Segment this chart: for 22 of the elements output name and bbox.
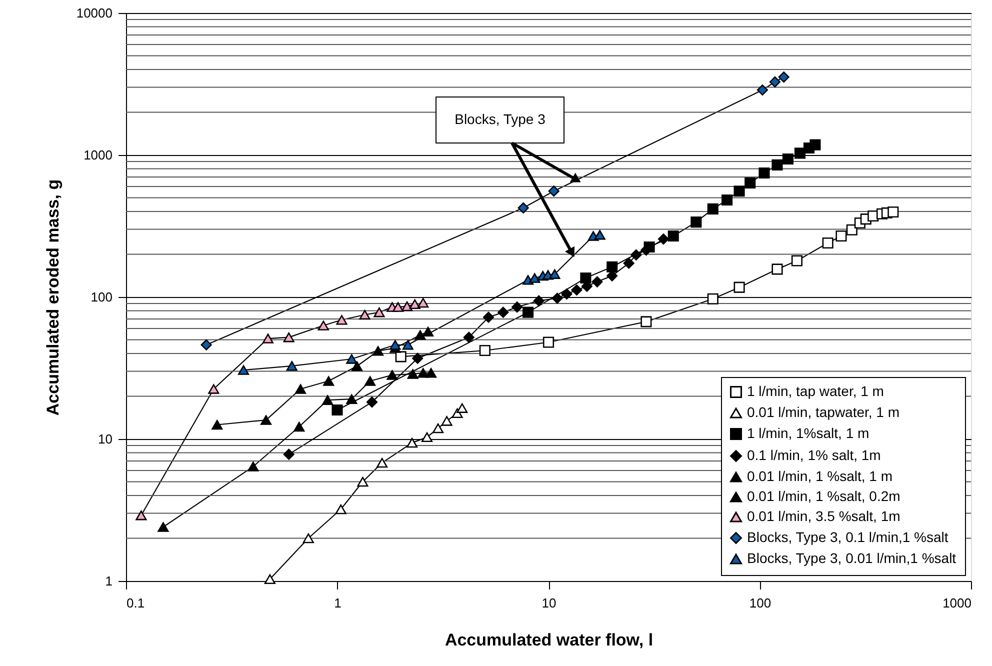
legend-label: 0.01 l/min, 1 %salt, 1 m <box>747 468 893 484</box>
y-axis-title: Accumulated eroded mass, g <box>43 179 62 416</box>
legend-label: Blocks, Type 3, 0.01 l/min,1 %salt <box>747 550 956 566</box>
x-tick-label: 0.1 <box>126 596 145 610</box>
legend-label: 0.01 l/min, tapwater, 1 m <box>747 404 900 420</box>
x-tick-label: 1 <box>334 596 342 610</box>
annotation: Blocks, Type 3 <box>454 111 546 127</box>
legend-label: 1 l/min, tap water, 1 m <box>747 383 884 399</box>
y-tick-label: 10 <box>98 432 112 446</box>
y-tick-label: 100 <box>90 290 112 304</box>
y-tick-label: 1000 <box>84 148 112 162</box>
legend-label: 0.01 l/min, 1 %salt, 0.2m <box>747 488 900 504</box>
x-tick-label: 100 <box>749 596 772 610</box>
y-tick-label: 1 <box>105 574 112 588</box>
x-tick-label: 10 <box>542 596 556 610</box>
legend-label: 1 l/min, 1%salt, 1 m <box>747 425 870 441</box>
x-axis-title: Accumulated water flow, l <box>444 630 654 650</box>
x-tick-label: 1000 <box>942 596 972 610</box>
legend-label: 0.1 l/min, 1% salt, 1m <box>747 447 881 463</box>
legend-label: Blocks, Type 3, 0.1 l/min,1 %salt <box>747 529 948 545</box>
legend-label: 0.01 l/min, 3.5 %salt, 1m <box>747 508 900 524</box>
y-tick-label: 10000 <box>76 6 112 20</box>
